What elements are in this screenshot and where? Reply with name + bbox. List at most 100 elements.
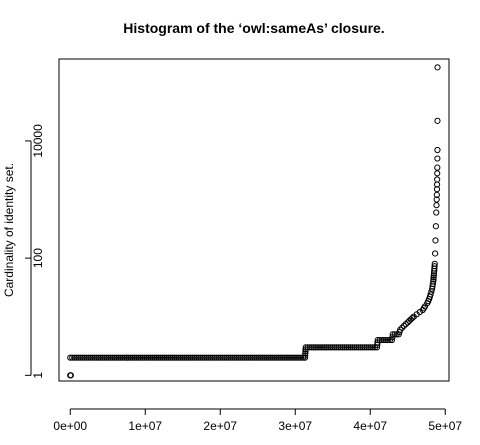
data-point (139, 354, 146, 361)
data-point (304, 344, 311, 351)
data-point (183, 354, 190, 361)
data-point (181, 354, 188, 361)
data-point (133, 354, 140, 361)
data-point (306, 344, 313, 351)
data-point (103, 354, 110, 361)
data-point (113, 354, 120, 361)
data-point (217, 354, 224, 361)
data-point (432, 237, 439, 244)
data-point (71, 354, 78, 361)
data-point (117, 354, 124, 361)
y-tick-label: 100 (31, 248, 45, 268)
x-tick-label: 0e+00 (53, 419, 87, 433)
data-point (430, 274, 437, 281)
data-point (432, 223, 439, 230)
data-point (409, 314, 416, 322)
data-point (137, 354, 144, 361)
data-point (185, 354, 192, 361)
data-point (175, 354, 182, 361)
data-point (320, 344, 328, 351)
data-point (302, 350, 309, 357)
data-point (187, 354, 194, 361)
data-point (433, 196, 440, 203)
data-point (67, 354, 74, 361)
data-point (201, 354, 208, 361)
data-point (159, 354, 166, 361)
data-point (382, 336, 389, 344)
data-point (312, 344, 320, 351)
data-point (433, 186, 441, 193)
data-point (227, 354, 234, 361)
data-point (327, 344, 334, 351)
data-point (91, 354, 98, 361)
data-point (233, 354, 240, 361)
data-point (293, 354, 301, 361)
data-point (195, 354, 202, 361)
data-point (147, 354, 154, 361)
data-point (310, 344, 317, 351)
data-point (430, 272, 437, 279)
data-point (353, 344, 360, 351)
data-point (215, 354, 222, 361)
data-point (85, 354, 92, 361)
data-point (105, 354, 112, 361)
data-point (155, 354, 162, 361)
data-point (345, 344, 352, 351)
data-point (97, 354, 104, 361)
data-point (167, 354, 174, 361)
data-point (219, 354, 226, 361)
data-point (267, 354, 274, 361)
data-point (145, 354, 152, 361)
data-point (337, 344, 344, 351)
data-point (291, 354, 299, 361)
data-point (235, 354, 242, 361)
data-point (434, 117, 441, 124)
data-point (391, 331, 398, 338)
data-point (231, 354, 238, 361)
data-point (389, 331, 396, 338)
data-point (237, 354, 244, 361)
data-point (81, 354, 88, 361)
data-point (430, 278, 437, 285)
data-point (99, 354, 106, 361)
data-point (261, 354, 268, 361)
data-point (179, 354, 186, 361)
data-point (115, 354, 122, 361)
data-point (384, 336, 392, 344)
y-tick-label: 10000 (31, 124, 45, 158)
data-point (271, 354, 279, 361)
data-point (221, 354, 228, 361)
data-point (400, 322, 408, 329)
data-point (357, 344, 364, 351)
data-point (433, 202, 440, 209)
data-point (109, 354, 116, 361)
x-tick-label: 3e+07 (278, 419, 312, 433)
data-point (433, 209, 440, 216)
data-point (355, 344, 362, 351)
data-point (77, 354, 84, 361)
data-point (402, 320, 409, 328)
data-point (251, 354, 258, 361)
data-point (173, 354, 180, 361)
data-point (213, 354, 220, 361)
data-point (281, 354, 289, 361)
data-point (374, 336, 381, 344)
y-tick-label: 1 (31, 372, 45, 379)
data-point (205, 354, 212, 361)
data-point (434, 170, 441, 177)
data-point (351, 344, 358, 351)
data-point (429, 280, 436, 287)
data-point (101, 354, 108, 361)
data-point (131, 354, 138, 361)
data-point (127, 354, 134, 361)
data-point (69, 354, 76, 361)
data-point (316, 344, 324, 351)
x-axis: 0e+00 1e+07 2e+07 3e+07 4e+07 5e+07 (53, 408, 462, 433)
data-point (253, 354, 260, 361)
data-point (79, 354, 86, 361)
y-axis-label: Cardinality of identity set. (2, 163, 16, 297)
data-point (199, 354, 206, 361)
data-point (263, 354, 270, 361)
data-point (302, 344, 309, 351)
data-point (225, 354, 232, 361)
